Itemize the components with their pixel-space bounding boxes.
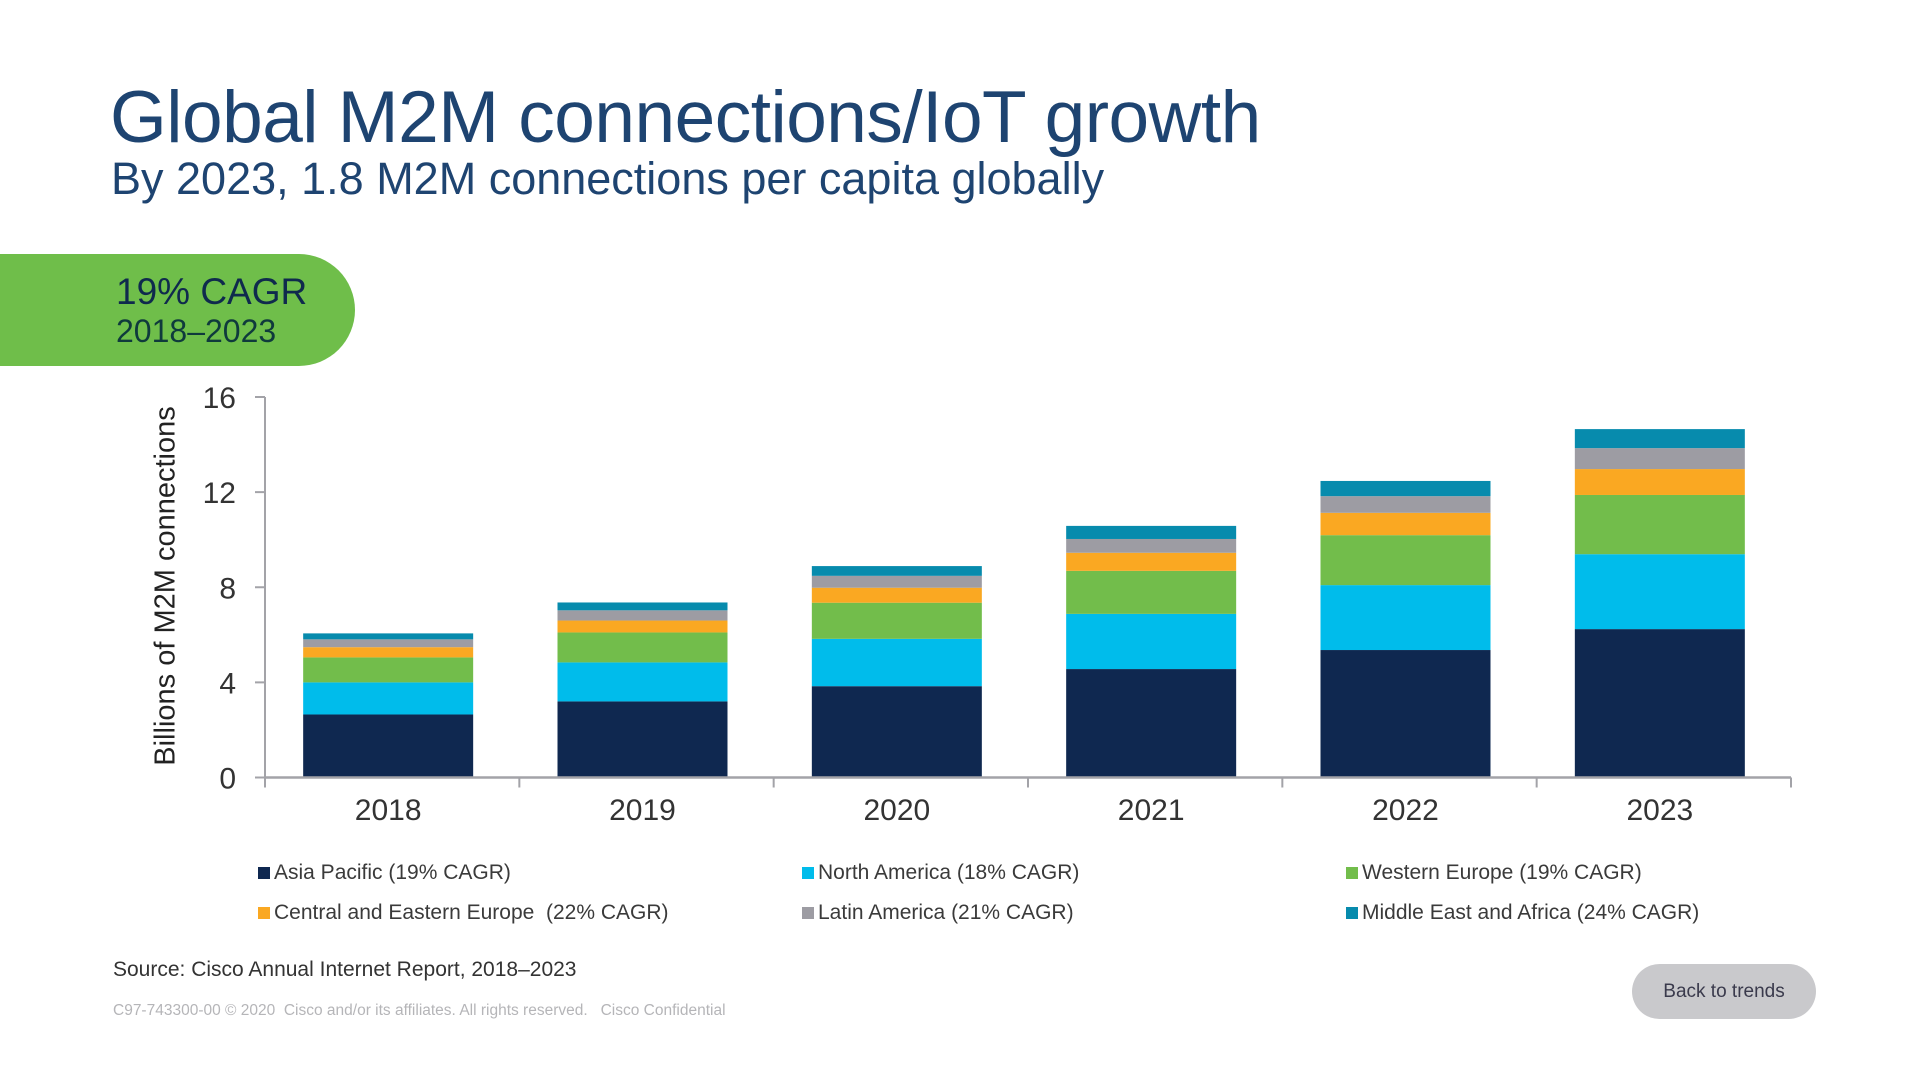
legend-item: Western Europe (19% CAGR) bbox=[1346, 861, 1746, 884]
x-tick-label: 2018 bbox=[355, 794, 422, 827]
legend-item: Latin America (21% CAGR) bbox=[802, 901, 1346, 924]
bar-segment-2020-latin-america bbox=[811, 575, 982, 588]
bar-segment-2020-north-america bbox=[811, 638, 982, 687]
bar-segment-2023-north-america bbox=[1574, 554, 1745, 630]
legend-item: Central and Eastern Europe (22% CAGR) bbox=[258, 901, 802, 924]
bar-segment-2018-western-europe bbox=[303, 657, 474, 683]
bar-segment-2021-latin-america bbox=[1066, 538, 1237, 553]
bar-segment-2022-latin-america bbox=[1320, 496, 1491, 513]
axes-group: 0 4 8 12 16 2018 2019 2020 2021 2022 2023 bbox=[203, 382, 1792, 827]
bar-segment-2019-central-and-eastern-europe- bbox=[557, 620, 728, 633]
source-note: Source: Cisco Annual Internet Report, 20… bbox=[113, 958, 577, 981]
bar-stack-2023 bbox=[1574, 429, 1745, 778]
bar-segment-2020-asia-pacific bbox=[811, 686, 982, 778]
bar-stack-2019 bbox=[557, 602, 728, 778]
legend-label: Latin America (21% CAGR) bbox=[818, 901, 1074, 924]
x-tick-label: 2021 bbox=[1118, 794, 1185, 827]
bar-segment-2023-asia-pacific bbox=[1574, 629, 1745, 778]
bar-segment-2022-middle-east-and-africa bbox=[1320, 480, 1491, 497]
bar-stack-2018 bbox=[303, 633, 474, 778]
legend-swatch bbox=[258, 867, 270, 879]
bar-segment-2020-western-europe bbox=[811, 602, 982, 639]
bar-segment-2023-latin-america bbox=[1574, 448, 1745, 470]
x-tick-label: 2020 bbox=[863, 794, 930, 827]
cagr-callout: 19% CAGR 2018–2023 bbox=[0, 254, 355, 366]
x-tick-label: 2023 bbox=[1626, 794, 1693, 827]
legend-item: North America (18% CAGR) bbox=[802, 861, 1346, 884]
bar-stack-2022 bbox=[1320, 480, 1491, 778]
bar-segment-2018-latin-america bbox=[303, 639, 474, 648]
cagr-headline: 19% CAGR bbox=[116, 271, 308, 312]
bar-stack-2021 bbox=[1066, 525, 1237, 778]
bar-segment-2019-asia-pacific bbox=[557, 701, 728, 778]
bar-segment-2023-central-and-eastern-europe- bbox=[1574, 469, 1745, 495]
y-tick-label: 8 bbox=[219, 572, 236, 605]
cagr-period: 2018–2023 bbox=[116, 313, 277, 349]
bar-segment-2018-asia-pacific bbox=[303, 714, 474, 778]
legend-swatch bbox=[258, 907, 270, 919]
bar-segment-2020-central-and-eastern-europe- bbox=[811, 587, 982, 603]
copyright-footer: C97-743300-00 © 2020 Cisco and/or its af… bbox=[113, 1002, 726, 1019]
chart-legend: Asia Pacific (19% CAGR) North America (18… bbox=[258, 861, 1758, 924]
bar-segment-2019-north-america bbox=[557, 662, 728, 702]
page-title: Global M2M connections/IoT growth bbox=[110, 77, 1261, 158]
bar-segment-2019-latin-america bbox=[557, 610, 728, 621]
y-tick-label: 16 bbox=[203, 382, 236, 415]
bar-segment-2021-middle-east-and-africa bbox=[1066, 525, 1237, 539]
y-tick-label: 12 bbox=[203, 477, 236, 510]
bar-segment-2022-asia-pacific bbox=[1320, 650, 1491, 778]
bar-segment-2021-asia-pacific bbox=[1066, 669, 1237, 778]
x-tick-label: 2019 bbox=[609, 794, 676, 827]
bars-group bbox=[303, 429, 1745, 778]
bar-segment-2019-middle-east-and-africa bbox=[557, 602, 728, 611]
bar-segment-2023-western-europe bbox=[1574, 494, 1745, 555]
bar-segment-2021-central-and-eastern-europe- bbox=[1066, 552, 1237, 571]
legend-item: Middle East and Africa (24% CAGR) bbox=[1346, 901, 1746, 924]
bar-segment-2021-western-europe bbox=[1066, 570, 1237, 614]
bar-segment-2022-north-america bbox=[1320, 585, 1491, 651]
back-to-trends-button[interactable]: Back to trends bbox=[1632, 964, 1816, 1019]
legend-label: North America (18% CAGR) bbox=[818, 861, 1080, 884]
bar-segment-2020-middle-east-and-africa bbox=[811, 566, 982, 576]
bar-segment-2018-north-america bbox=[303, 682, 474, 715]
bar-segment-2018-central-and-eastern-europe- bbox=[303, 647, 474, 658]
legend-swatch bbox=[802, 907, 814, 919]
bar-segment-2018-middle-east-and-africa bbox=[303, 633, 474, 640]
y-tick-label: 0 bbox=[219, 763, 236, 796]
y-tick-label: 4 bbox=[219, 667, 236, 700]
bar-segment-2019-western-europe bbox=[557, 632, 728, 663]
bar-segment-2022-western-europe bbox=[1320, 535, 1491, 586]
y-axis-label: Billions of M2M connections bbox=[149, 406, 182, 766]
legend-label: Asia Pacific (19% CAGR) bbox=[274, 861, 511, 884]
bar-segment-2022-central-and-eastern-europe- bbox=[1320, 512, 1491, 536]
bar-stack-2020 bbox=[811, 566, 982, 778]
bar-segment-2023-middle-east-and-africa bbox=[1574, 429, 1745, 449]
legend-label: Western Europe (19% CAGR) bbox=[1362, 861, 1642, 884]
legend-label: Middle East and Africa (24% CAGR) bbox=[1362, 901, 1700, 924]
x-tick-label: 2022 bbox=[1372, 794, 1439, 827]
legend-item: Asia Pacific (19% CAGR) bbox=[258, 861, 802, 884]
legend-swatch bbox=[802, 867, 814, 879]
legend-label: Central and Eastern Europe (22% CAGR) bbox=[274, 901, 669, 924]
legend-swatch bbox=[1346, 907, 1358, 919]
bar-segment-2021-north-america bbox=[1066, 613, 1237, 670]
legend-swatch bbox=[1346, 867, 1358, 879]
page-subtitle: By 2023, 1.8 M2M connections per capita … bbox=[111, 153, 1105, 204]
